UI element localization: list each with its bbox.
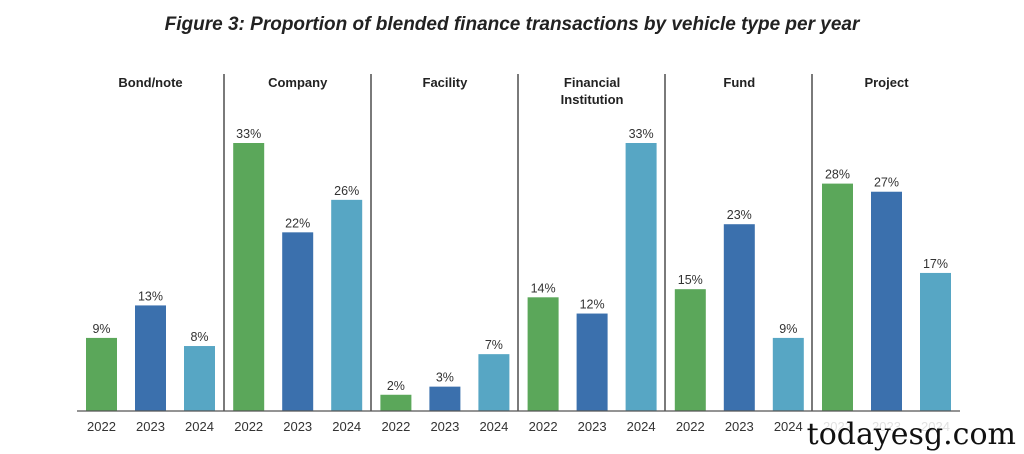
- data-label: 13%: [138, 289, 163, 303]
- panel-title: Facility: [423, 75, 469, 90]
- watermark: todayesg.com: [802, 417, 1020, 452]
- data-label: 2%: [387, 379, 405, 393]
- bar-2024: [625, 143, 657, 411]
- x-tick-label: 2023: [283, 419, 312, 434]
- bar-2023: [429, 386, 461, 411]
- panel-title: Financial: [564, 75, 620, 90]
- panel-title: Project: [864, 75, 909, 90]
- data-label: 9%: [779, 322, 797, 336]
- x-tick-label: 2024: [185, 419, 214, 434]
- data-label: 12%: [580, 298, 605, 312]
- data-label: 22%: [285, 216, 310, 230]
- data-label: 9%: [92, 322, 110, 336]
- data-label: 3%: [436, 371, 454, 385]
- bar-2022: [86, 337, 117, 411]
- x-tick-label: 2024: [332, 419, 361, 434]
- x-tick-label: 2022: [381, 419, 410, 434]
- bar-2022: [380, 394, 412, 411]
- chart-title: Figure 3: Proportion of blended finance …: [164, 14, 860, 35]
- bar-2024: [478, 354, 510, 411]
- x-tick-label: 2024: [627, 419, 656, 434]
- data-label: 27%: [874, 176, 899, 190]
- bar-2023: [282, 232, 314, 411]
- data-label: 33%: [236, 127, 261, 141]
- bar-2022: [527, 297, 559, 411]
- data-label: 14%: [531, 281, 556, 295]
- data-label: 8%: [190, 330, 208, 344]
- bar-2022: [233, 143, 265, 411]
- panel-title: Fund: [723, 75, 755, 90]
- bar-2023: [135, 305, 166, 411]
- x-tick-label: 2023: [430, 419, 459, 434]
- x-tick-label: 2024: [479, 419, 508, 434]
- data-label: 15%: [678, 273, 703, 287]
- x-tick-label: 2023: [578, 419, 607, 434]
- bar-2024: [331, 199, 363, 411]
- data-label: 28%: [825, 168, 850, 182]
- bar-2023: [723, 224, 755, 411]
- x-tick-label: 2023: [725, 419, 754, 434]
- data-label: 23%: [727, 208, 752, 222]
- bar-2022: [822, 183, 853, 411]
- panel-title: Company: [268, 75, 328, 90]
- x-tick-label: 2022: [676, 419, 705, 434]
- x-tick-label: 2023: [136, 419, 165, 434]
- bar-2023: [871, 191, 902, 411]
- bar-2024: [920, 272, 951, 411]
- panel-title: Institution: [561, 92, 624, 107]
- bar-2024: [772, 337, 804, 411]
- x-tick-label: 2024: [774, 419, 803, 434]
- bar-2024: [184, 346, 215, 411]
- x-tick-label: 2022: [87, 419, 116, 434]
- data-label: 33%: [629, 127, 654, 141]
- data-label: 26%: [334, 184, 359, 198]
- bar-2022: [674, 289, 706, 411]
- panel-title: Bond/note: [118, 75, 182, 90]
- x-tick-label: 2022: [234, 419, 263, 434]
- x-tick-label: 2022: [529, 419, 558, 434]
- bar-2023: [576, 313, 608, 411]
- data-label: 17%: [923, 257, 948, 271]
- data-label: 7%: [485, 338, 503, 352]
